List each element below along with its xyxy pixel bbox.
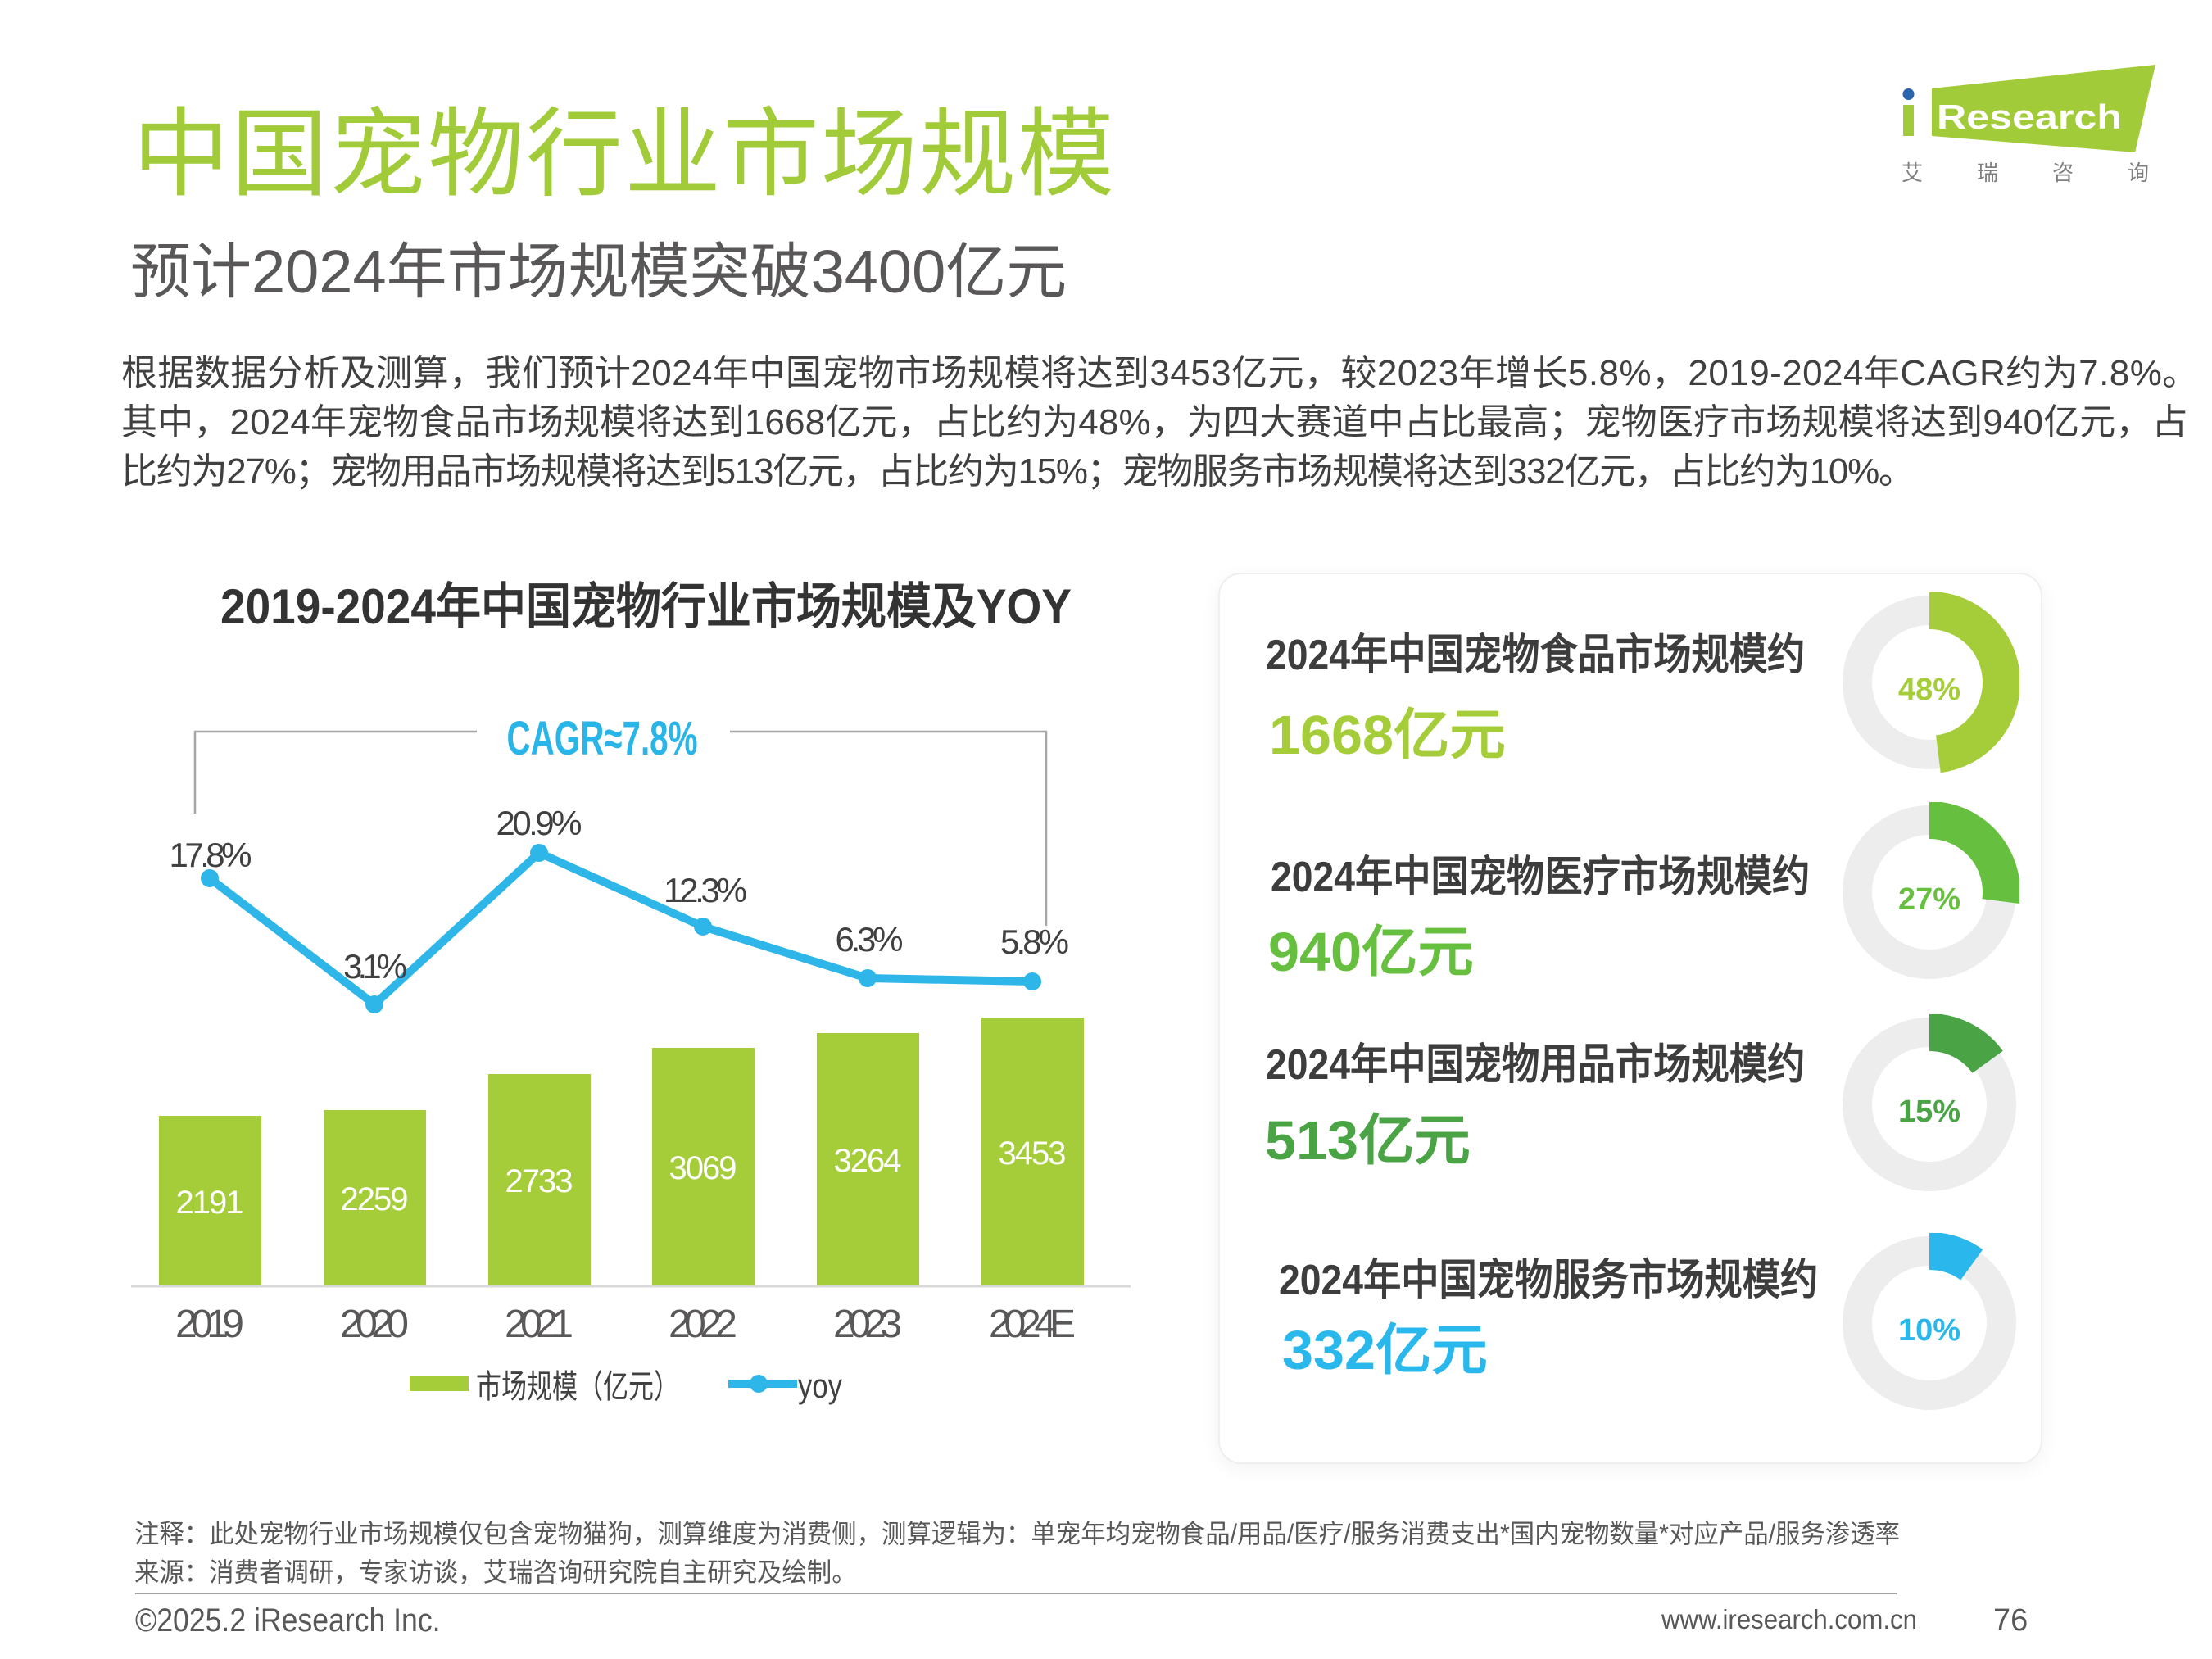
svg-text:2191: 2191 — [176, 1185, 244, 1221]
svg-text:2019: 2019 — [175, 1303, 244, 1346]
svg-text:2020: 2020 — [340, 1303, 409, 1346]
svg-text:2021: 2021 — [505, 1303, 573, 1346]
svg-text:20.9%: 20.9% — [496, 804, 582, 842]
svg-text:3069: 3069 — [669, 1150, 737, 1186]
svg-text:yoy: yoy — [798, 1367, 842, 1405]
svg-text:2022: 2022 — [669, 1303, 737, 1346]
svg-text:3.1%: 3.1% — [343, 947, 407, 986]
svg-text:27%: 27% — [1898, 882, 1960, 917]
svg-text:Research: Research — [1937, 97, 2122, 136]
svg-text:2024E: 2024E — [989, 1303, 1076, 1346]
svg-text:15%: 15% — [1898, 1095, 1960, 1129]
svg-text:10%: 10% — [1898, 1313, 1960, 1348]
svg-text:17.8%: 17.8% — [170, 836, 252, 874]
svg-text:艾瑞咨询: 艾瑞咨询 — [1902, 161, 2196, 185]
svg-text:市场规模（亿元）: 市场规模（亿元） — [476, 1369, 679, 1405]
svg-text:2023: 2023 — [833, 1303, 902, 1346]
svg-text:48%: 48% — [1898, 673, 1960, 707]
svg-text:6.3%: 6.3% — [836, 920, 904, 959]
svg-text:2019-2024年中国宠物行业市场规模及YOY: 2019-2024年中国宠物行业市场规模及YOY — [220, 579, 1072, 634]
svg-text:2733: 2733 — [505, 1163, 573, 1199]
svg-text:3453: 3453 — [999, 1135, 1067, 1172]
svg-text:2259: 2259 — [341, 1181, 409, 1217]
svg-text:5.8%: 5.8% — [1000, 922, 1069, 961]
svg-text:12.3%: 12.3% — [664, 871, 747, 909]
svg-text:3264: 3264 — [834, 1143, 902, 1179]
svg-text:CAGR≈7.8%: CAGR≈7.8% — [507, 712, 698, 765]
